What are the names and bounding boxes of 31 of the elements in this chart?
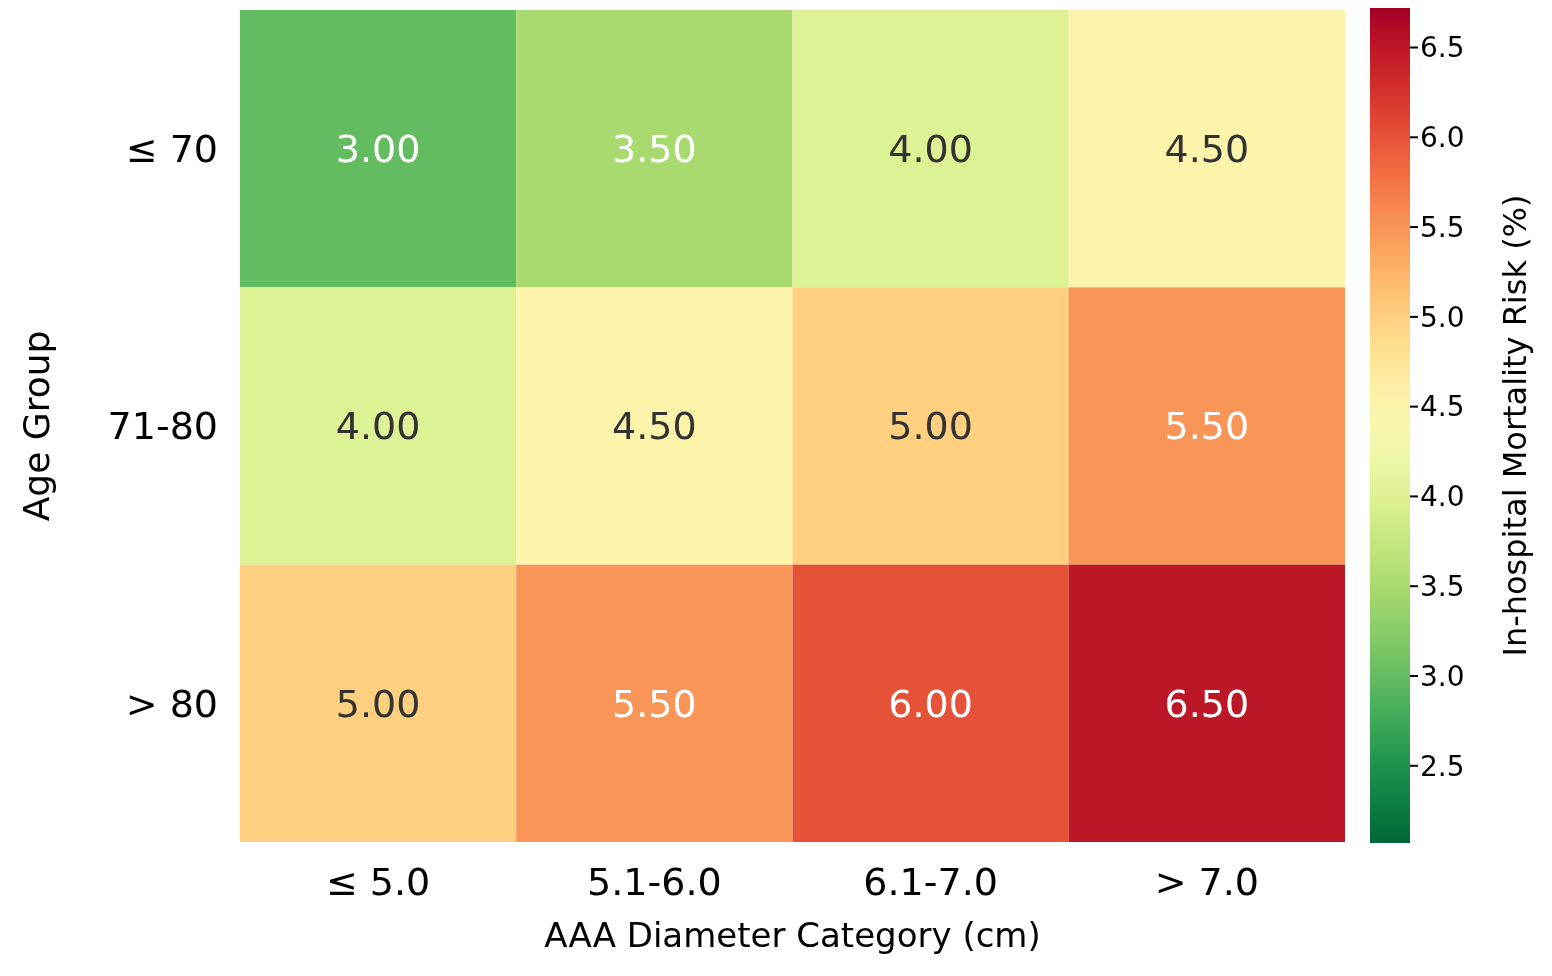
color-bar-label: 4.5	[1420, 390, 1465, 424]
data-label: 4.50	[1164, 126, 1250, 171]
data-label: 3.50	[612, 126, 697, 171]
data-label: 4.00	[888, 126, 973, 171]
color-bar-label: 6.0	[1420, 121, 1465, 155]
y-tick-label: ≤ 70	[125, 126, 218, 171]
color-bar-label: 3.0	[1420, 659, 1465, 693]
y-tick-label: > 80	[125, 681, 218, 726]
data-label: 6.50	[1164, 681, 1250, 726]
x-axis-title: AAA Diameter Category (cm)	[544, 914, 1041, 955]
color-bar-title: In-hospital Mortality Risk (%)	[1496, 194, 1535, 657]
y-tick-label: 71-80	[107, 404, 218, 449]
data-label: 5.00	[888, 404, 973, 449]
data-label: 4.00	[335, 404, 421, 449]
color-bar-label: 2.5	[1420, 749, 1465, 783]
color-bar-label: 3.5	[1420, 570, 1465, 604]
color-bar-label: 5.5	[1420, 210, 1465, 244]
color-bar-label: 4.0	[1420, 480, 1465, 514]
color-bar-label: 5.0	[1420, 300, 1465, 334]
x-tick-label: 5.1-6.0	[587, 860, 722, 905]
color-bar-label: 6.5	[1420, 31, 1465, 65]
x-tick-label: > 7.0	[1154, 860, 1260, 905]
data-label: 4.50	[612, 404, 697, 449]
data-label: 3.00	[335, 126, 421, 171]
x-tick-label: ≤ 5.0	[325, 860, 431, 905]
data-label: 5.50	[612, 681, 697, 726]
y-axis-title: Age Group	[15, 330, 57, 522]
data-label: 5.00	[335, 681, 421, 726]
data-label: 6.00	[888, 681, 973, 726]
data-label: 5.50	[1164, 404, 1250, 449]
x-tick-label: 6.1-7.0	[863, 860, 998, 905]
